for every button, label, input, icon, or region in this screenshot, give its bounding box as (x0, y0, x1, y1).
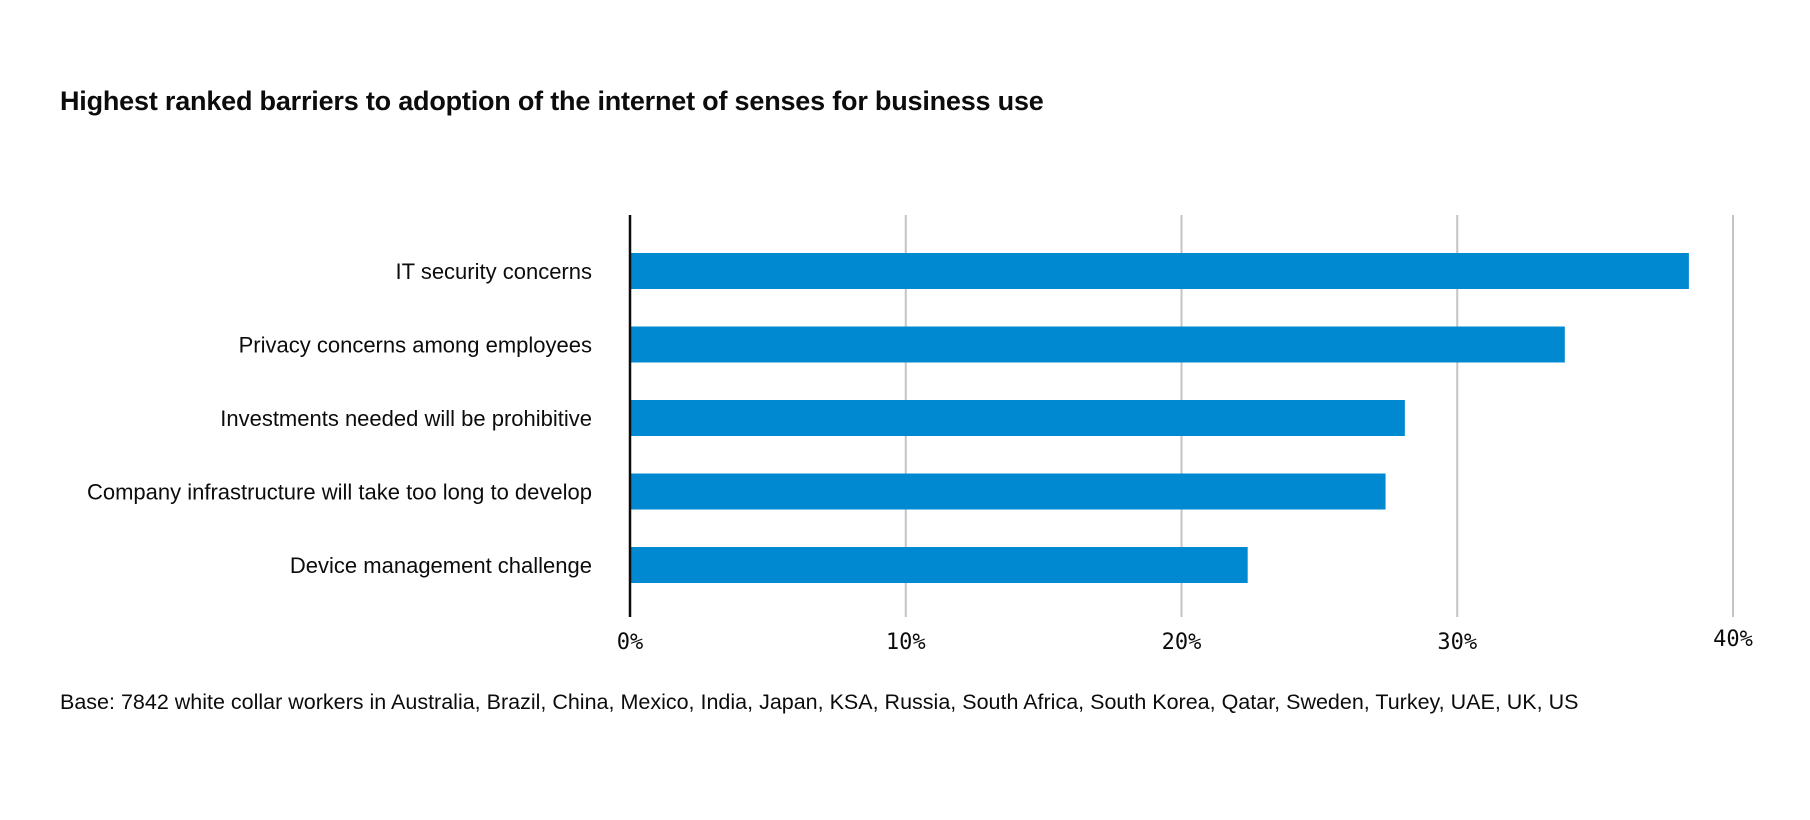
base-footnote: Base: 7842 white collar workers in Austr… (60, 690, 1579, 714)
bar-1 (630, 253, 1689, 289)
tick-label-10: 10% (886, 630, 926, 655)
tick-label-40: 40% (1713, 627, 1753, 652)
category-label-4: Company infrastructure will take too lon… (87, 480, 592, 505)
bars (630, 253, 1689, 583)
category-labels: IT security concerns Privacy concerns amo… (87, 259, 592, 578)
tick-label-20: 20% (1162, 630, 1202, 655)
tick-labels: 0% 10% 20% 30% 40% (617, 627, 1753, 655)
tick-label-0: 0% (617, 630, 644, 655)
bar-5 (630, 547, 1248, 583)
chart-title: Highest ranked barriers to adoption of t… (60, 86, 1044, 116)
bar-2 (630, 326, 1565, 363)
bar-4 (630, 473, 1386, 510)
tick-label-30: 30% (1437, 630, 1477, 655)
category-label-5: Device management challenge (290, 553, 592, 578)
category-label-2: Privacy concerns among employees (239, 333, 592, 358)
bar-3 (630, 400, 1405, 436)
category-label-3: Investments needed will be prohibitive (220, 406, 592, 431)
category-label-1: IT security concerns (396, 259, 592, 284)
